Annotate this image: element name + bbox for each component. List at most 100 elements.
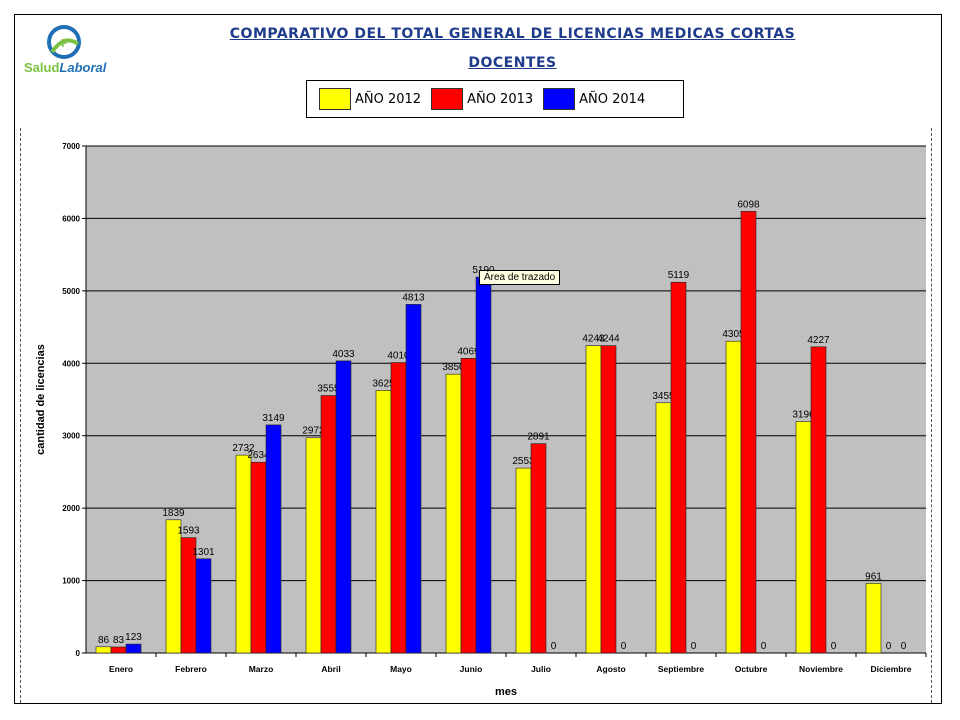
legend-label-2012: AÑO 2012 — [355, 91, 422, 107]
plot-area-tooltip: Área de trazado — [479, 270, 561, 285]
x-category-label: Mayo — [390, 664, 412, 674]
bar-año-2013-noviembre[interactable] — [810, 346, 827, 654]
bar-año-2014-febrero[interactable] — [195, 558, 212, 654]
bar-año-2013-octubre[interactable] — [740, 211, 757, 654]
bar-año-2013-septiembre[interactable] — [670, 281, 687, 654]
x-category-label: Febrero — [175, 664, 207, 674]
right-dashed-border — [931, 128, 932, 703]
bar-año-2014-marzo[interactable] — [265, 424, 282, 654]
data-label: 3850 — [442, 362, 465, 373]
x-axis-title: mes — [495, 686, 517, 698]
y-tick-label: 4000 — [62, 359, 80, 368]
legend-label-2014: AÑO 2014 — [579, 91, 646, 107]
y-tick-label: 7000 — [62, 142, 80, 151]
bar-año-2012-octubre[interactable] — [725, 340, 742, 654]
data-label: 3555 — [317, 384, 340, 395]
data-label: 4813 — [402, 292, 425, 303]
data-label: 4010 — [387, 351, 410, 362]
bar-año-2012-mayo[interactable] — [375, 390, 392, 654]
x-category-label: Diciembre — [870, 664, 911, 674]
data-label: 3625 — [372, 378, 395, 389]
slide-frame — [14, 14, 942, 704]
x-category-label: Julio — [531, 664, 551, 674]
data-label: 0 — [761, 641, 767, 652]
bar-año-2012-agosto[interactable] — [585, 345, 602, 654]
bar-año-2012-febrero[interactable] — [165, 519, 182, 654]
legend-swatch-2014 — [543, 88, 576, 110]
data-label: 0 — [551, 641, 557, 652]
bar-año-2012-marzo[interactable] — [235, 454, 252, 654]
y-tick-label: 3000 — [62, 432, 80, 441]
data-label: 4305 — [722, 329, 745, 340]
data-label: 5119 — [668, 270, 690, 281]
x-category-label: Marzo — [249, 664, 274, 674]
data-label: 0 — [691, 641, 697, 652]
y-tick-label: 6000 — [62, 214, 80, 223]
bar-año-2013-agosto[interactable] — [600, 345, 617, 654]
bar-año-2013-abril[interactable] — [320, 395, 337, 654]
page-title-line2[interactable]: DOCENTES — [468, 55, 557, 71]
bar-año-2014-mayo[interactable] — [405, 304, 422, 654]
y-axis-title: cantidad de licencias — [35, 344, 47, 455]
page-title-line1[interactable]: COMPARATIVO DEL TOTAL GENERAL DE LICENCI… — [229, 26, 796, 42]
legend-item-2012: AÑO 2012 — [319, 88, 421, 110]
logo-emblem-swoosh — [50, 38, 80, 54]
bar-año-2012-noviembre[interactable] — [795, 421, 812, 654]
bar-año-2013-julio[interactable] — [530, 443, 547, 654]
bar-año-2012-abril[interactable] — [305, 437, 322, 654]
data-label: 86 — [98, 635, 110, 646]
data-label: 4244 — [597, 334, 620, 345]
salud-laboral-logo: + SaludLaboral — [24, 25, 107, 75]
bar-año-2012-septiembre[interactable] — [655, 402, 672, 654]
bar-año-2013-enero[interactable] — [110, 646, 127, 654]
bar-año-2014-enero[interactable] — [125, 643, 142, 654]
left-dashed-border — [20, 128, 21, 703]
bar-año-2013-junio[interactable] — [460, 357, 477, 654]
x-category-label: Enero — [109, 664, 133, 674]
x-category-label: Abril — [321, 664, 340, 674]
data-label: 2553 — [512, 456, 535, 467]
x-category-label: Junio — [460, 664, 483, 674]
bar-año-2012-junio[interactable] — [445, 373, 462, 654]
x-category-label: Octubre — [735, 664, 768, 674]
x-category-label: Agosto — [596, 664, 625, 674]
data-label: 83 — [113, 635, 125, 646]
y-tick-label: 0 — [76, 649, 81, 658]
x-category-label: Noviembre — [799, 664, 843, 674]
data-label: 6098 — [737, 199, 760, 210]
data-label: 0 — [831, 641, 837, 652]
data-label: 123 — [125, 632, 142, 643]
data-label: 1593 — [177, 526, 200, 537]
bar-año-2012-enero[interactable] — [95, 646, 112, 654]
bar-año-2013-mayo[interactable] — [390, 362, 407, 654]
legend-label-2013: AÑO 2013 — [467, 91, 534, 107]
legend-swatch-2012 — [319, 88, 351, 110]
bar-año-2013-marzo[interactable] — [250, 461, 267, 654]
y-tick-label: 1000 — [62, 577, 80, 586]
data-label: 4243 — [582, 334, 605, 345]
y-tick-label: 5000 — [62, 287, 80, 296]
logo-emblem-plus: + — [58, 35, 67, 52]
data-label: 3196 — [792, 410, 815, 421]
bar-año-2014-junio[interactable] — [475, 276, 492, 654]
data-label: 961 — [865, 571, 882, 582]
x-category-label: Septiembre — [658, 664, 705, 674]
data-label: 3149 — [262, 413, 285, 424]
logo-text-salud: Salud — [24, 60, 59, 75]
bar-año-2014-abril[interactable] — [335, 360, 352, 654]
y-tick-label: 2000 — [62, 504, 80, 513]
data-label: 1301 — [192, 547, 215, 558]
svg-text:SaludLaboral: SaludLaboral — [24, 60, 107, 75]
legend-item-2013: AÑO 2013 — [431, 88, 533, 110]
data-label: 3455 — [652, 391, 675, 402]
data-label: 0 — [886, 641, 892, 652]
legend-swatch-2013 — [431, 88, 464, 110]
plot-area[interactable] — [86, 146, 926, 653]
bar-año-2012-julio[interactable] — [515, 467, 532, 654]
data-label: 0 — [901, 641, 907, 652]
data-label: 4033 — [332, 349, 355, 360]
bar-año-2012-diciembre[interactable] — [865, 583, 882, 654]
data-label: 2634 — [247, 450, 270, 461]
data-label: 0 — [621, 641, 627, 652]
